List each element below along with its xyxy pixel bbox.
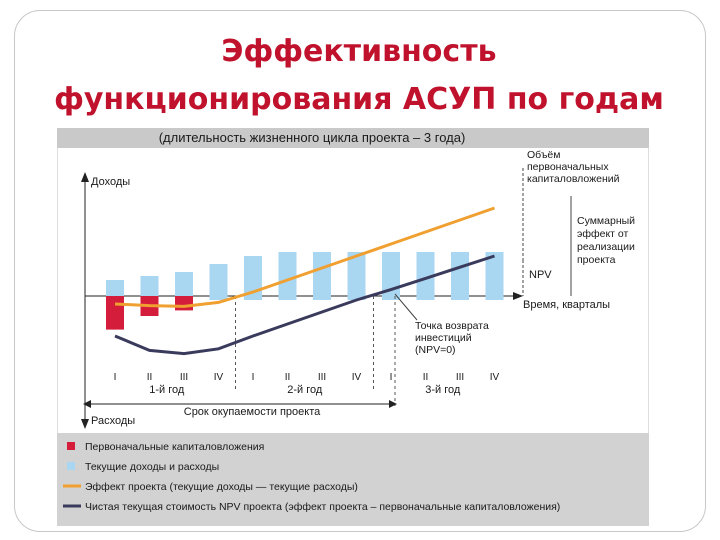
legend-label-4: Чистая текущая стоимость NPV проекта (эф… <box>85 501 560 513</box>
npv-annotation: NPV <box>529 269 552 281</box>
total-effect-line-4: проекта <box>577 254 616 266</box>
chart-figure: (длительность жизненного цикла проекта –… <box>57 128 649 526</box>
quarter-label-7: III <box>318 372 326 383</box>
current-bar-8 <box>347 252 366 300</box>
payback-pointer <box>394 293 418 321</box>
payback-point-line-2: инвестиций <box>415 332 472 344</box>
total-effect-line-1: Суммарный <box>577 215 635 227</box>
quarter-label-11: III <box>456 372 464 383</box>
current-bar-6 <box>278 252 297 300</box>
chart-header-band <box>57 128 649 148</box>
payback-label: Срок окупаемости проекта <box>184 406 321 418</box>
y-axis-arrow-up <box>81 172 89 182</box>
quarter-label-4: IV <box>214 372 224 383</box>
quarter-label-2: II <box>147 372 153 383</box>
quarter-label-12: IV <box>490 372 500 383</box>
investment-bar-1 <box>106 296 124 330</box>
quarter-label-10: II <box>423 372 429 383</box>
payback-arrow-right <box>389 400 397 408</box>
initial-volume-line-3: капиталовложений <box>527 173 620 185</box>
year-label-1: 1-й год <box>149 384 185 396</box>
legend: Первоначальные капиталовложения Текущие д… <box>63 441 560 513</box>
legend-label-1: Первоначальные капиталовложения <box>85 441 264 453</box>
quarter-labels: I II III IV I II III IV I II III IV <box>114 372 500 383</box>
current-bar-7 <box>313 252 331 300</box>
y-axis-arrow-down <box>81 419 89 429</box>
slide-title-line1: Эффективность <box>221 34 497 69</box>
legend-swatch-2 <box>67 462 75 470</box>
investment-bar-3 <box>175 296 193 311</box>
legend-band <box>57 433 649 526</box>
chart-title: (длительность жизненного цикла проекта –… <box>159 130 466 145</box>
quarter-label-8: IV <box>352 372 362 383</box>
legend-label-2: Текущие доходы и расходы <box>85 461 219 473</box>
payback-point-line-3: (NPV=0) <box>415 344 456 356</box>
current-bar-11 <box>451 252 469 300</box>
x-axis-label: Время, кварталы <box>523 299 610 311</box>
year-labels: 1-й год 2-й год 3-й год <box>149 384 461 396</box>
payback-arrow-left <box>83 400 91 408</box>
y-axis-bottom-label: Расходы <box>91 415 135 427</box>
initial-volume-line-1: Объём <box>527 149 560 161</box>
quarter-label-9: I <box>390 372 393 383</box>
y-axis-top-label: Доходы <box>91 176 130 188</box>
current-bar-12 <box>485 252 504 300</box>
effect-line <box>114 206 495 308</box>
quarter-label-6: II <box>285 372 291 383</box>
npv-line <box>114 254 495 356</box>
quarter-label-5: I <box>252 372 255 383</box>
current-bar-10 <box>416 252 435 300</box>
quarter-label-3: III <box>180 372 188 383</box>
total-effect-line-2: эффект от <box>577 228 629 240</box>
year-label-2: 2-й год <box>287 384 323 396</box>
year-label-3: 3-й год <box>425 384 461 396</box>
legend-swatch-1 <box>67 442 75 450</box>
payback-point-line-1: Точка возврата <box>415 320 489 332</box>
x-axis-arrow <box>513 292 523 300</box>
legend-label-3: Эффект проекта (текущие доходы — текущие… <box>85 481 358 493</box>
initial-volume-line-2: первоначальных <box>527 161 609 173</box>
quarter-label-1: I <box>114 372 117 383</box>
slide-title-line2: функционирования АСУП по годам <box>54 82 664 117</box>
chart-svg: (длительность жизненного цикла проекта –… <box>57 128 649 526</box>
total-effect-line-3: реализации <box>577 241 635 253</box>
current-bar-4 <box>209 264 228 300</box>
